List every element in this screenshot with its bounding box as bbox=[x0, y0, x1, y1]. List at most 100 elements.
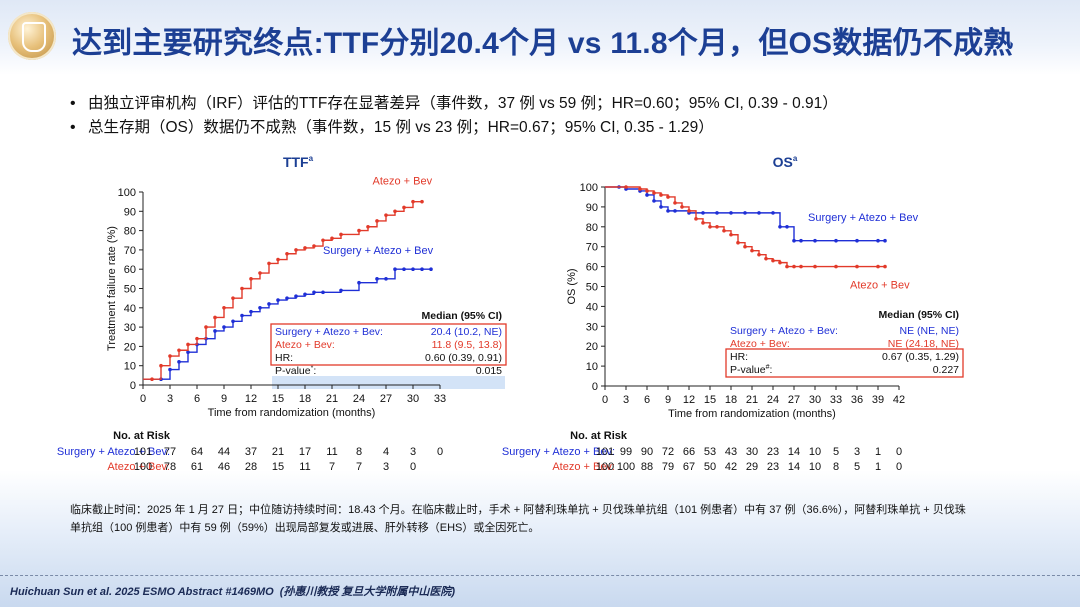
y-tick-label: 70 bbox=[586, 242, 598, 254]
y-tick-label: 60 bbox=[586, 262, 598, 274]
censor-mark bbox=[222, 325, 226, 329]
censor-mark bbox=[177, 348, 181, 353]
stat-label: Surgery + Atezo + Bev: bbox=[730, 325, 838, 337]
risk-value: 30 bbox=[746, 446, 758, 458]
stat-value: 11.8 (9.5, 13.8) bbox=[432, 339, 502, 351]
censor-mark bbox=[666, 209, 670, 213]
y-tick-label: 80 bbox=[124, 226, 136, 238]
censor-mark bbox=[375, 219, 379, 223]
censor-mark bbox=[150, 377, 154, 382]
y-tick-label: 0 bbox=[130, 380, 136, 392]
y-tick-label: 50 bbox=[124, 284, 136, 296]
censor-mark bbox=[876, 264, 880, 269]
censor-mark bbox=[303, 246, 307, 250]
y-tick-label: 10 bbox=[586, 361, 598, 373]
risk-value: 5 bbox=[833, 446, 839, 458]
censor-mark bbox=[330, 236, 334, 241]
censor-mark bbox=[366, 224, 370, 229]
risk-value: 8 bbox=[356, 446, 362, 458]
risk-value: 101 bbox=[134, 446, 152, 458]
censor-mark bbox=[303, 292, 307, 297]
y-tick-label: 30 bbox=[586, 321, 598, 333]
risk-value: 3 bbox=[410, 446, 416, 458]
risk-value: 0 bbox=[896, 446, 902, 458]
censor-mark bbox=[222, 306, 226, 310]
risk-value: 21 bbox=[272, 446, 284, 458]
censor-mark bbox=[267, 261, 271, 266]
censor-mark bbox=[799, 264, 803, 269]
series-label: Atezo + Bev bbox=[373, 175, 433, 187]
bullet-text: 由独立评审机构（IRF）评估的TTF存在显著差异（事件数，37 例 vs 59 … bbox=[88, 95, 838, 112]
stat-value: 20.4 (10.2, NE) bbox=[431, 326, 502, 338]
x-tick-label: 24 bbox=[767, 394, 779, 406]
x-tick-label: 33 bbox=[830, 394, 842, 406]
stat-value: NE (NE, NE) bbox=[899, 325, 959, 337]
citation-cn: (孙惠川教授 复旦大学附属中山医院) bbox=[279, 586, 456, 598]
censor-mark bbox=[411, 267, 415, 271]
x-tick-label: 33 bbox=[434, 393, 446, 405]
risk-value: 42 bbox=[725, 461, 737, 473]
censor-mark bbox=[186, 350, 190, 354]
censor-mark bbox=[420, 267, 424, 271]
risk-value: 0 bbox=[437, 446, 443, 458]
series-label: Surgery + Atezo + Bev bbox=[323, 245, 434, 257]
university-logo-icon bbox=[8, 12, 56, 60]
censor-mark bbox=[645, 193, 649, 197]
y-tick-label: 0 bbox=[592, 381, 598, 393]
censor-mark bbox=[384, 213, 388, 217]
x-tick-label: 0 bbox=[602, 394, 608, 406]
stat-label: P-value*: bbox=[275, 365, 316, 377]
risk-row-label: Atezo + Bev: bbox=[552, 461, 615, 473]
series-label: Atezo + Bev bbox=[850, 279, 910, 291]
y-tick-label: 60 bbox=[124, 264, 136, 276]
risk-value: 10 bbox=[809, 461, 821, 473]
censor-mark bbox=[204, 325, 208, 329]
y-tick-label: 20 bbox=[124, 341, 136, 353]
x-tick-label: 9 bbox=[665, 394, 671, 406]
stat-value: NE (24.18, NE) bbox=[888, 338, 959, 350]
censor-mark bbox=[715, 225, 719, 229]
risk-value: 14 bbox=[788, 461, 800, 473]
censor-mark bbox=[645, 189, 649, 193]
censor-mark bbox=[339, 288, 343, 293]
y-tick-label: 100 bbox=[118, 187, 136, 199]
censor-mark bbox=[267, 302, 271, 306]
risk-value: 46 bbox=[218, 461, 230, 473]
censor-mark bbox=[312, 290, 316, 295]
risk-value: 53 bbox=[704, 446, 716, 458]
risk-value: 101 bbox=[596, 446, 614, 458]
censor-mark bbox=[764, 256, 768, 261]
censor-mark bbox=[276, 298, 280, 302]
censor-mark bbox=[285, 251, 289, 256]
stat-value: 0.60 (0.39, 0.91) bbox=[425, 352, 502, 364]
risk-value: 64 bbox=[191, 446, 203, 458]
censor-mark bbox=[402, 267, 406, 271]
censor-mark bbox=[159, 363, 163, 368]
y-tick-label: 30 bbox=[124, 322, 136, 334]
risk-value: 15 bbox=[272, 461, 284, 473]
y-axis-label: OS (%) bbox=[566, 268, 578, 304]
slide-title: 达到主要研究终点:TTF分别20.4个月 vs 11.8个月，但OS数据仍不成熟 bbox=[72, 27, 1014, 60]
series-line-atezo bbox=[605, 186, 885, 268]
censor-mark bbox=[357, 280, 361, 285]
censor-mark bbox=[687, 209, 691, 213]
x-tick-label: 6 bbox=[194, 393, 200, 405]
risk-value: 3 bbox=[854, 446, 860, 458]
risk-value: 67 bbox=[683, 461, 695, 473]
censor-mark bbox=[673, 209, 677, 213]
censor-mark bbox=[792, 238, 796, 243]
y-tick-label: 90 bbox=[586, 202, 598, 214]
x-axis-label: Time from randomization (months) bbox=[208, 407, 376, 419]
censor-mark bbox=[708, 225, 712, 229]
x-tick-label: 0 bbox=[140, 393, 146, 405]
censor-mark bbox=[339, 232, 343, 237]
risk-value: 10 bbox=[809, 446, 821, 458]
censor-mark bbox=[757, 211, 761, 215]
y-tick-label: 10 bbox=[124, 361, 136, 373]
censor-mark bbox=[813, 238, 817, 243]
risk-value: 50 bbox=[704, 461, 716, 473]
risk-value: 99 bbox=[620, 446, 632, 458]
risk-value: 0 bbox=[410, 461, 416, 473]
bullet-item: • 由独立评审机构（IRF）评估的TTF存在显著差异（事件数，37 例 vs 5… bbox=[70, 92, 838, 116]
